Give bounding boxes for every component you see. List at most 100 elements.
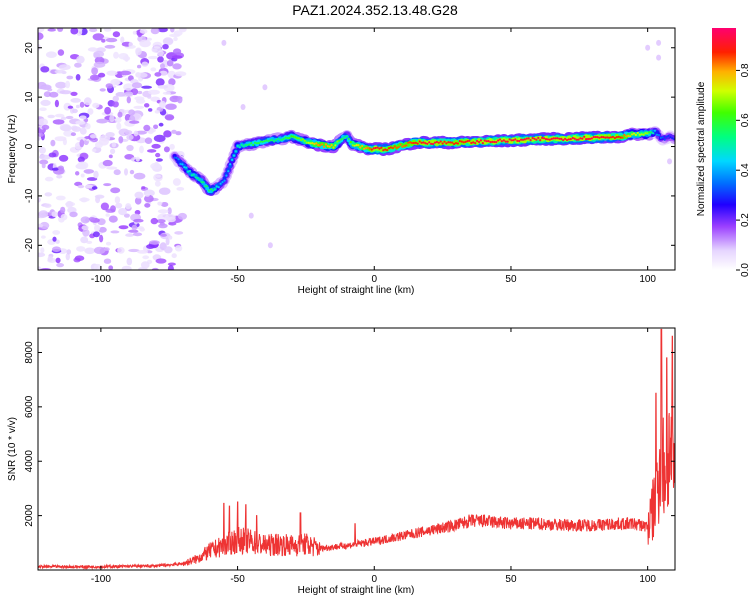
noise-blob [126,96,131,104]
ridge-segment [255,142,259,145]
noise-blob [79,197,90,202]
ridge-segment [213,188,216,191]
x-tick-label: 100 [639,274,656,285]
noise-blob [89,134,97,139]
noise-blob [147,94,152,99]
ridge-segment [261,140,264,143]
noise-blob [110,205,116,213]
noise-blob [44,192,53,197]
noise-blob [115,202,123,209]
ridge-segment [296,137,299,140]
ridge-segment [199,178,204,183]
noise-blob [65,80,71,89]
noise-blobs [38,28,673,270]
y-tick-label: 0 [24,143,35,149]
ridge-segment [468,139,471,142]
ridge-segment [608,136,611,139]
noise-blob [76,161,89,170]
noise-blob [52,230,61,235]
noise-blob [38,118,49,126]
ridge-segment [366,146,370,149]
ridge-segment [223,179,226,182]
ridge-segment [395,146,398,149]
noise-blob [174,71,187,77]
noise-blob [111,142,117,148]
noise-blob [38,223,44,228]
noise-blob [104,44,116,49]
noise-blob [47,114,55,119]
noise-blob [104,106,111,115]
ridge-segment [387,147,391,150]
x-tick-label: -100 [91,274,111,285]
noise-blob [159,100,166,109]
ridge-segment [368,147,371,150]
ridge-segment [464,140,467,143]
y-tick-label: 2000 [24,504,35,527]
ridge-segment [200,181,203,184]
ridge-segment [210,188,213,191]
ridge-segment [565,138,569,142]
ridge-segment [208,189,211,192]
ridge-segment [365,146,368,150]
ridge-segment [606,136,609,139]
ridge-segment [204,185,207,188]
ridge-segment [435,140,438,144]
ridge-segment [386,149,389,152]
ridge-segment [481,142,484,145]
noise-blob [150,67,157,72]
noise-blob [117,111,123,118]
noise-blob [101,38,106,43]
x-tick-label: 0 [371,274,377,285]
noise-blob [221,39,227,46]
ridge-segment [665,135,668,138]
x-tick-label: 50 [505,574,517,585]
noise-blob [168,221,177,226]
colorbar-gradient [712,28,736,270]
noise-blob [148,108,153,112]
noise-blob [52,236,57,242]
noise-blob [93,246,106,255]
noise-blob [38,132,44,137]
ridge-segment [405,144,408,147]
ridge-segment [430,142,433,145]
noise-blob [87,47,98,52]
noise-blob [85,123,91,130]
ridge-segment [309,142,312,145]
noise-blob [151,143,161,149]
noise-blob [128,109,136,116]
noise-blob [60,213,68,221]
ridge-segment [206,185,209,188]
noise-blob [150,162,162,170]
noise-blob [162,91,171,95]
noise-blob [54,136,67,142]
noise-blob [38,252,46,258]
ridge-segment [397,146,400,149]
ridge-segment [384,148,387,151]
noise-blob [134,210,141,215]
ridge-segment [655,133,659,136]
ridge-segment [334,144,337,147]
noise-blob [75,171,80,176]
ridge-segment [278,138,282,141]
ridge-segment [424,142,427,145]
ridge-segment [613,136,617,140]
ridge-segment [631,133,634,136]
noise-blob [65,115,74,120]
noise-blob [56,174,63,179]
noise-blob [63,102,72,111]
noise-blob [112,31,121,38]
noise-blob [106,166,118,170]
noise-blob [54,113,65,118]
ridge-segment [276,137,280,140]
noise-blob [146,244,155,250]
ridge-segment [508,138,511,141]
ridge-segment [286,137,289,140]
snr-line [38,328,675,570]
noise-blob [103,258,112,264]
ridge-segment [632,132,636,135]
noise-blob [169,143,175,150]
noise-blob [38,28,45,33]
noise-blob [83,97,92,106]
ridge-segment [579,137,582,140]
